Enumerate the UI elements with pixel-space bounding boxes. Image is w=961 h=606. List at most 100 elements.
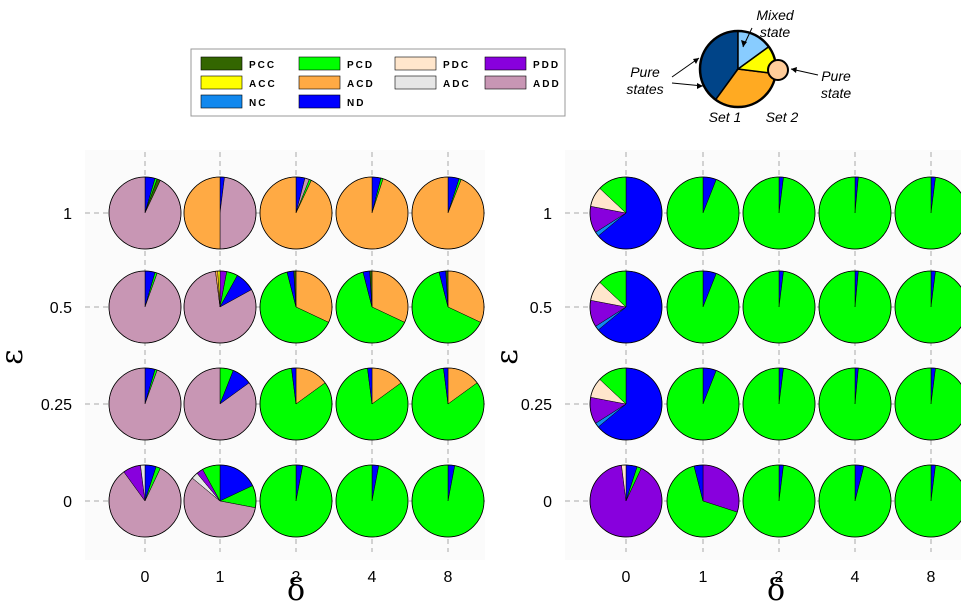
- pie-eps0p5-delta8: [894, 270, 961, 344]
- left-tick-labels: 0 1 2 4 8 1 0.5 0.25 0: [41, 206, 453, 586]
- x-tick-label: 2: [775, 569, 784, 586]
- pie-eps0p25-delta4: [335, 367, 409, 441]
- pie-eps0-delta2: [742, 464, 816, 538]
- y-tick-label: 1: [63, 206, 72, 223]
- set2-pie: [767, 59, 789, 81]
- pie-eps0-delta2: [259, 464, 333, 538]
- left-pie-grid: [108, 176, 485, 538]
- pie-eps0p25-delta1-outline: [666, 367, 740, 441]
- pie-eps0-delta2-outline: [259, 464, 333, 538]
- pie-eps0-delta4-outline: [335, 464, 409, 538]
- pie-eps1-delta4: [818, 176, 892, 250]
- right-ylabel: ε: [490, 349, 525, 365]
- left-ylabel: ε: [0, 349, 30, 365]
- pie-eps0p5-delta8-outline: [411, 270, 485, 344]
- pie-eps0p25-delta2-outline: [259, 367, 333, 441]
- pure-states-label-1: Pure: [630, 64, 660, 80]
- pie-eps1-delta0-outline: [108, 176, 182, 250]
- pie-eps0p5-delta2: [259, 270, 333, 344]
- pie-eps0p5-delta0-outline: [589, 270, 663, 344]
- pie-eps0p25-delta2: [259, 367, 333, 441]
- pie-eps0p5-delta2-outline: [259, 270, 333, 344]
- legend-swatch-nd: [298, 94, 341, 109]
- pie-eps0p25-delta8: [411, 367, 485, 441]
- pie-eps0-delta0: [589, 464, 663, 538]
- y-tick-label: 0.5: [50, 300, 72, 317]
- legend-label-acd: ACD: [347, 79, 375, 90]
- x-tick-label: 8: [444, 569, 453, 586]
- pie-eps0p5-delta4-outline: [818, 270, 892, 344]
- pie-eps0p25-delta2-outline: [742, 367, 816, 441]
- pie-eps0-delta1-outline: [666, 464, 740, 538]
- pie-eps0-delta4-outline: [818, 464, 892, 538]
- pie-eps1-delta0: [589, 176, 663, 250]
- legend-swatch-nc: [200, 94, 243, 109]
- pure-arrowhead-1: [693, 58, 699, 64]
- legend-label-pdd: PDD: [533, 60, 560, 71]
- x-tick-label: 8: [927, 569, 936, 586]
- pie-eps0p25-delta8: [894, 367, 961, 441]
- pie-eps0p25-delta0: [108, 367, 182, 441]
- mixed-label-2: state: [760, 24, 791, 40]
- pie-eps1-delta8-outline: [894, 176, 961, 250]
- pie-eps0-delta1-outline: [183, 464, 257, 538]
- pie-eps0p5-delta0: [108, 270, 182, 344]
- pie-eps0p5-delta8-outline: [894, 270, 961, 344]
- pie-eps0p25-delta8-outline: [894, 367, 961, 441]
- legend-label-adc: ADC: [443, 79, 471, 90]
- pure-states-label-2: states: [626, 81, 663, 97]
- legend-swatch-add: [484, 75, 527, 90]
- schematic: Mixed state Pure states Pure state Set 1…: [626, 7, 851, 125]
- x-tick-label: 4: [851, 569, 860, 586]
- pie-eps1-delta8: [894, 176, 961, 250]
- x-tick-label: 4: [368, 569, 377, 586]
- pie-eps0p5-delta2: [742, 270, 816, 344]
- y-tick-label: 0.25: [41, 397, 72, 414]
- pie-eps0p25-delta2: [742, 367, 816, 441]
- legend: PCC PCD PDC PDD ACC ACD ADC ADD NC ND: [190, 48, 566, 117]
- pie-eps0-delta1: [183, 464, 257, 538]
- pie-eps0-delta0-outline: [108, 464, 182, 538]
- pure-state-label-1: Pure: [821, 68, 851, 84]
- pie-eps0-delta0: [108, 464, 182, 538]
- y-tick-label: 0.25: [521, 397, 552, 414]
- x-tick-label: 1: [699, 569, 708, 586]
- mixed-arrowhead: [741, 40, 747, 47]
- pie-eps0p5-delta2-outline: [742, 270, 816, 344]
- set1-label: Set 1: [709, 109, 742, 125]
- pie-eps1-delta4-outline: [335, 176, 409, 250]
- legend-label-pcd: PCD: [347, 60, 374, 71]
- y-tick-label: 1: [543, 206, 552, 223]
- y-tick-label: 0: [543, 494, 552, 511]
- pure-arrowhead-3: [791, 67, 797, 73]
- pure-arrowhead-2: [697, 83, 703, 89]
- left-xlabel: δ: [287, 573, 305, 606]
- x-tick-label: 0: [622, 569, 631, 586]
- legend-swatch-acc: [200, 75, 243, 90]
- pie-eps1-delta2-outline: [742, 176, 816, 250]
- pie-eps0p5-delta8: [411, 270, 485, 344]
- y-tick-label: 0: [63, 494, 72, 511]
- pie-eps0p25-delta4-outline: [335, 367, 409, 441]
- y-tick-label: 0.5: [530, 300, 552, 317]
- pie-eps0p25-delta0-outline: [589, 367, 663, 441]
- x-tick-label: 1: [216, 569, 225, 586]
- pie-eps0p5-delta4-outline: [335, 270, 409, 344]
- legend-label-nd: ND: [347, 98, 365, 109]
- pie-eps0-delta1: [666, 464, 740, 538]
- legend-label-nc: NC: [249, 98, 267, 109]
- pie-eps0p25-delta1: [183, 367, 257, 441]
- legend-swatch-pdc: [394, 56, 437, 71]
- set1-pie: [698, 29, 778, 109]
- right-pie-grid: [589, 176, 961, 538]
- legend-label-pdc: PDC: [443, 60, 470, 71]
- pie-eps0p5-delta0-outline: [108, 270, 182, 344]
- pie-eps0p25-delta8-outline: [411, 367, 485, 441]
- pie-eps1-delta2: [742, 176, 816, 250]
- pie-eps0p5-delta1: [666, 270, 740, 344]
- legend-label-add: ADD: [533, 79, 561, 90]
- legend-swatch-pcd: [298, 56, 341, 71]
- pie-eps0p5-delta1: [183, 270, 257, 344]
- pie-eps0-delta2-outline: [742, 464, 816, 538]
